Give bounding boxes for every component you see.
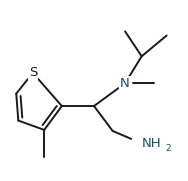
Text: NH: NH <box>142 137 161 150</box>
Text: N: N <box>120 77 130 90</box>
Text: S: S <box>29 66 37 79</box>
Text: 2: 2 <box>166 144 171 153</box>
